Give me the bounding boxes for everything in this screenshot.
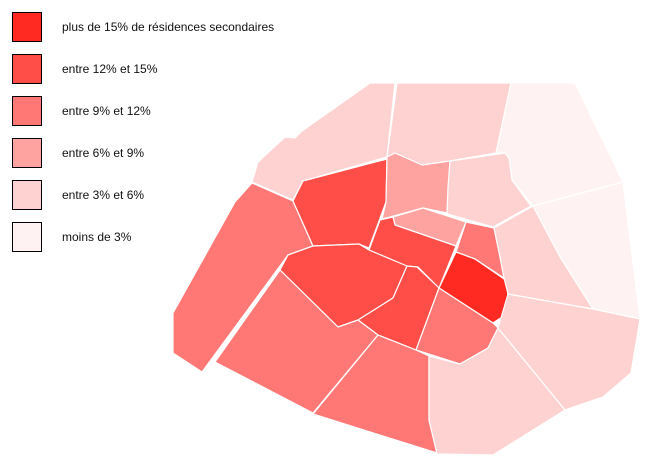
legend-label: entre 6% et 9%	[62, 146, 145, 160]
legend-label: entre 12% et 15%	[62, 62, 158, 76]
legend-swatch	[12, 180, 42, 210]
map-region	[386, 82, 512, 166]
legend-item-12-15: entre 12% et 15%	[12, 53, 157, 85]
legend-label: entre 3% et 6%	[62, 188, 145, 202]
legend-item-3-6: entre 3% et 6%	[12, 179, 144, 211]
map-region	[381, 152, 451, 220]
map-region	[251, 82, 396, 201]
legend-label: plus de 15% de résidences secondaires	[62, 20, 275, 34]
legend-label: moins de 3%	[62, 230, 132, 244]
legend-swatch	[12, 96, 42, 126]
legend-item-9-12: entre 9% et 12%	[12, 95, 151, 127]
legend-swatch	[12, 222, 42, 252]
legend-label: entre 9% et 12%	[62, 104, 151, 118]
map-region	[446, 152, 532, 228]
legend-item-under-3: moins de 3%	[12, 221, 131, 253]
legend-swatch	[12, 138, 42, 168]
legend-item-6-9: entre 6% et 9%	[12, 137, 144, 169]
legend-item-over-15: plus de 15% de résidences secondaires	[12, 11, 274, 43]
map-region	[493, 205, 594, 310]
legend-swatch	[12, 54, 42, 84]
legend-swatch	[12, 12, 42, 42]
